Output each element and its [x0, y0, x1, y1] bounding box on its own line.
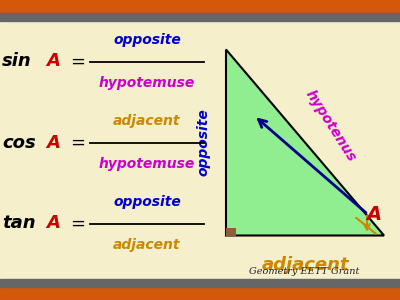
Text: tan: tan [2, 214, 36, 232]
Text: A: A [366, 205, 382, 224]
Text: opposite: opposite [113, 33, 181, 47]
Text: =: = [70, 52, 85, 70]
Polygon shape [226, 50, 384, 236]
Text: adjacent: adjacent [113, 114, 181, 128]
Text: adjacent: adjacent [113, 238, 181, 252]
Bar [0, 0, 400, 14]
Text: opposite: opposite [113, 195, 181, 209]
Text: Geometry EETT Grant: Geometry EETT Grant [249, 267, 359, 276]
Text: opposite: opposite [197, 109, 211, 176]
Text: hypotemuse: hypotemuse [99, 76, 195, 90]
Text: A: A [46, 214, 60, 232]
Bar [0, 279, 400, 286]
Text: hypotemuse: hypotemuse [99, 157, 195, 171]
Bar [0, 286, 400, 300]
Text: sin: sin [2, 52, 32, 70]
Bar [0, 14, 400, 21]
Text: adjacent: adjacent [261, 256, 349, 274]
Bar [226, 228, 236, 236]
Text: hypotenus: hypotenus [303, 88, 359, 164]
Text: cos: cos [2, 134, 36, 152]
Text: =: = [70, 134, 85, 152]
Text: A: A [46, 134, 60, 152]
Text: =: = [70, 214, 85, 232]
Text: A: A [46, 52, 60, 70]
